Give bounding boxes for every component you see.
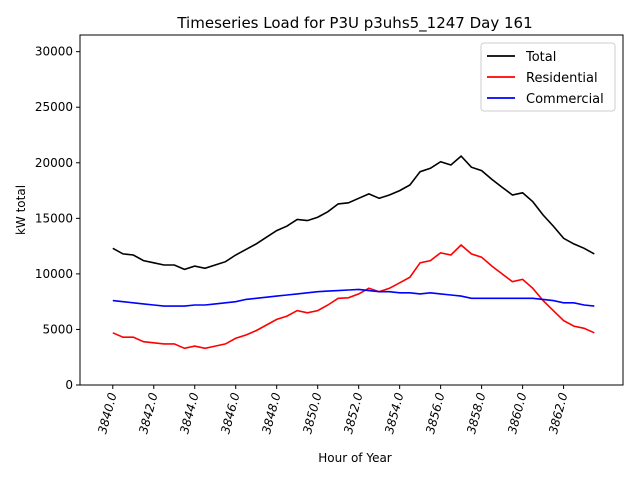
plot-frame <box>79 34 624 386</box>
y-tick-label: 0 <box>65 378 73 392</box>
y-tick-label: 5000 <box>42 322 73 336</box>
series-line-total <box>112 154 595 271</box>
y-tick-label: 20000 <box>35 156 73 170</box>
legend: Total Residential Commercial <box>480 42 616 112</box>
y-tick-label: 25000 <box>35 100 73 114</box>
chart-title: Timeseries Load for P3U p3uhs5_1247 Day … <box>176 14 532 33</box>
legend-label-total: Total <box>525 50 556 65</box>
legend-box <box>480 42 616 112</box>
y-tick-label: 10000 <box>35 267 73 281</box>
x-axis-label: Hour of Year <box>318 451 392 465</box>
series-line-residential <box>112 243 595 350</box>
y-tick-label: 30000 <box>35 45 73 59</box>
legend-label-residential: Residential <box>526 71 598 86</box>
y-axis-label: kW total <box>14 185 28 235</box>
legend-label-commercial: Commercial <box>526 92 604 107</box>
series-line-commercial <box>112 288 595 307</box>
y-tick-label: 15000 <box>35 211 73 225</box>
